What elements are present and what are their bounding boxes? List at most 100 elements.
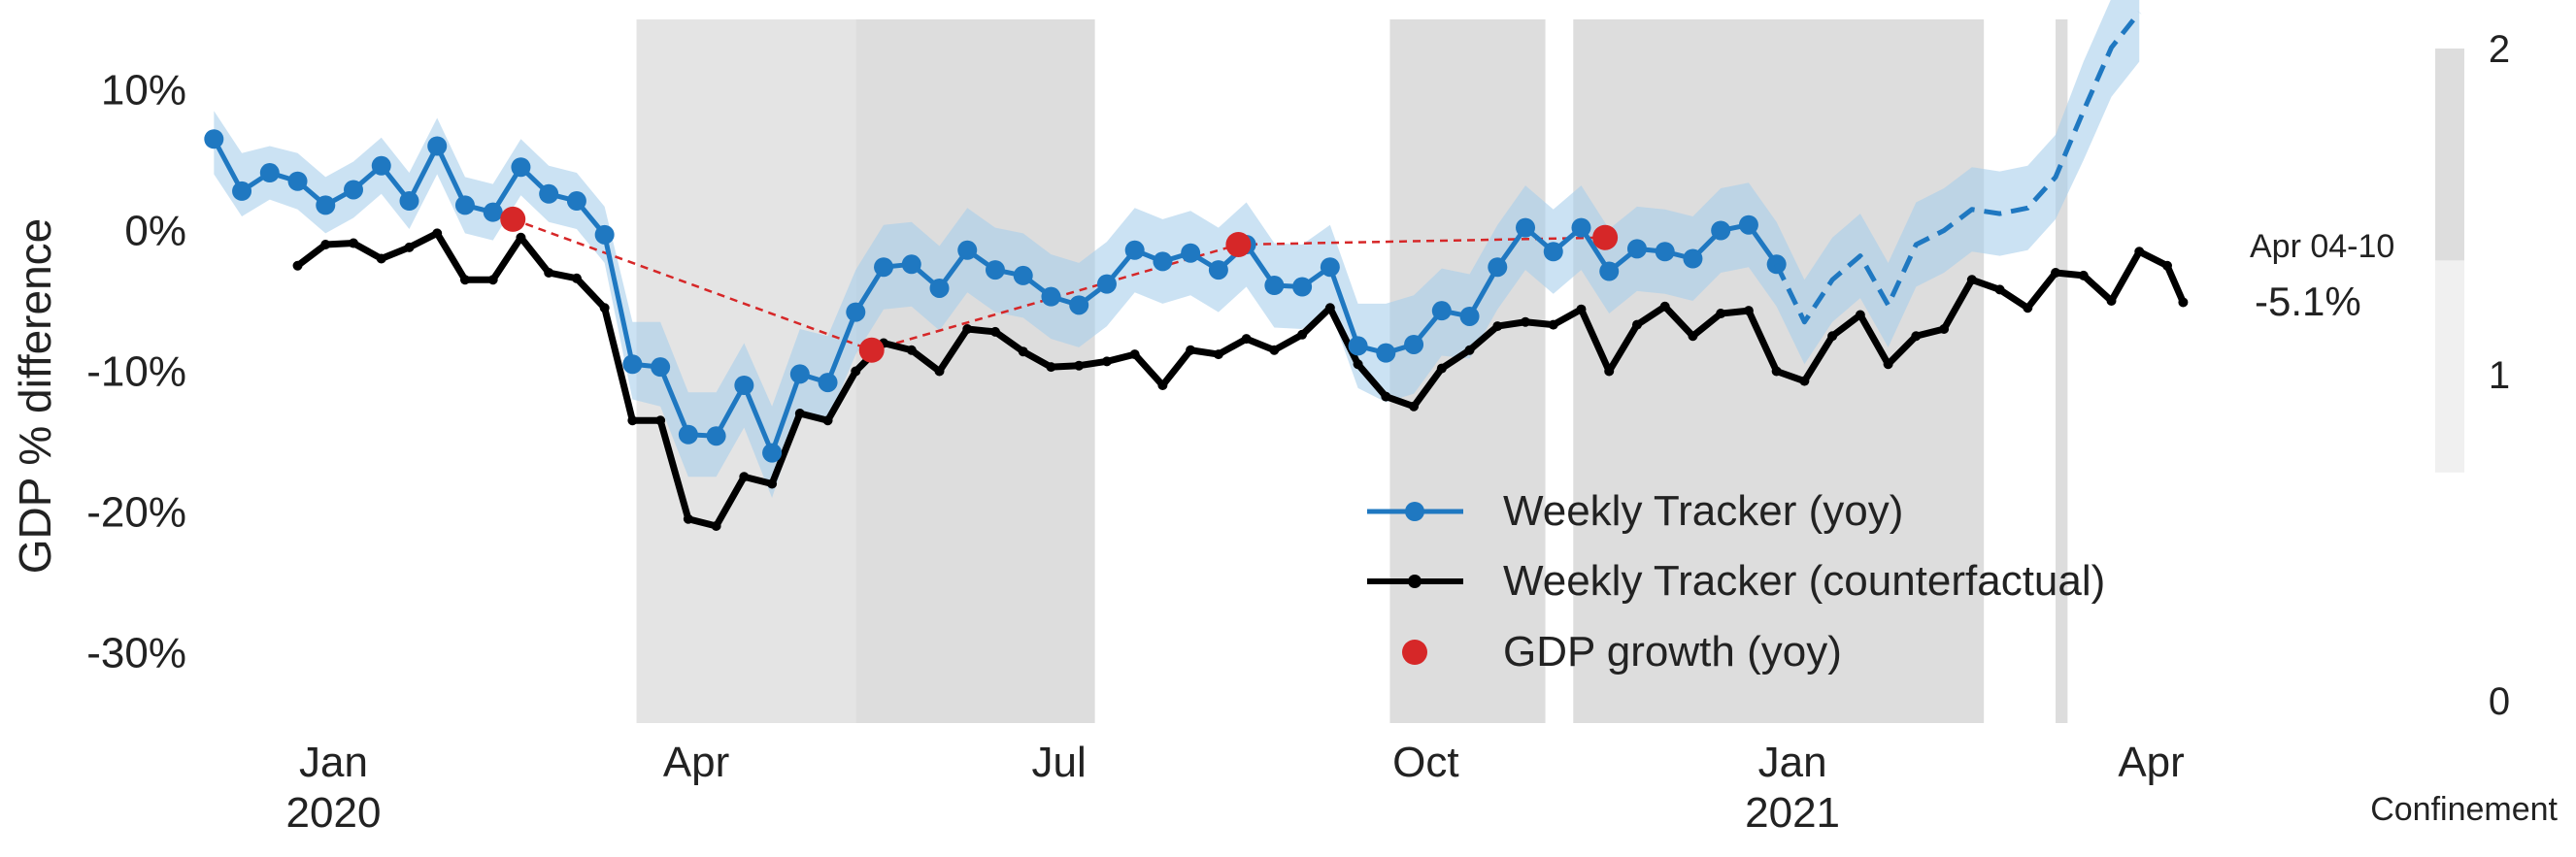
- tracker-point-47: [1516, 217, 1536, 238]
- tracker-point-44: [1431, 301, 1452, 321]
- tracker-point-28: [985, 260, 1005, 280]
- x-tick-label-1: Apr: [663, 739, 729, 786]
- counterfactual-point-17: [767, 478, 778, 489]
- counterfactual-point-14: [683, 513, 693, 524]
- tracker-point-31: [1069, 295, 1089, 315]
- counterfactual-point-67: [2161, 260, 2172, 271]
- counterfactual-series: [292, 228, 2189, 531]
- tracker-point-53: [1683, 248, 1703, 269]
- annotation-period: Apr 04-10: [2250, 228, 2394, 265]
- y-axis: 10% 0% -10% -20% -30%: [86, 67, 186, 677]
- tracker-point-35: [1181, 243, 1201, 263]
- legend-tracker-label: Weekly Tracker (yoy): [1503, 487, 1903, 535]
- confinement-segment-0: [2435, 49, 2464, 261]
- counterfactual-point-18: [794, 409, 805, 418]
- y-axis-label: GDP % difference: [10, 218, 60, 575]
- tracker-point-19: [734, 376, 754, 395]
- tracker-point-41: [1348, 336, 1368, 356]
- legend-gdp-marker: [1402, 640, 1427, 665]
- counterfactual-point-27: [1046, 362, 1056, 373]
- counterfactual-point-35: [1269, 345, 1280, 355]
- tracker-point-49: [1571, 217, 1591, 238]
- shaded-period-1: [855, 19, 1095, 723]
- tracker-point-9: [454, 195, 475, 215]
- tracker-confidence-band: [214, 0, 2140, 498]
- counterfactual-point-10: [571, 273, 582, 283]
- counterfactual-point-66: [2134, 247, 2145, 257]
- tracker-point-45: [1459, 306, 1480, 326]
- x-tick-label-5: Apr: [2118, 739, 2184, 786]
- counterfactual-point-39: [1381, 391, 1391, 402]
- x-tick-label-4: Jan: [1758, 739, 1827, 786]
- gdp-point-1: [858, 337, 885, 363]
- tracker-point-24: [874, 257, 894, 278]
- tracker-point-43: [1404, 334, 1424, 354]
- tracker-point-18: [706, 426, 726, 446]
- counterfactual-point-34: [1241, 334, 1252, 345]
- counterfactual-point-41: [1436, 363, 1447, 374]
- tracker-point-50: [1599, 261, 1620, 281]
- x-tick-label-2: Jul: [1032, 739, 1087, 786]
- counterfactual-point-45: [1548, 319, 1558, 330]
- x-tick-label-0: Jan: [299, 739, 368, 786]
- counterfactual-point-53: [1771, 366, 1782, 377]
- tracker-point-51: [1626, 239, 1647, 259]
- tracker-point-3: [287, 171, 308, 191]
- counterfactual-point-2: [349, 238, 359, 248]
- counterfactual-point-46: [1576, 304, 1587, 314]
- counterfactual-point-59: [1939, 324, 1950, 334]
- tracker-point-15: [622, 354, 643, 375]
- tracker-point-54: [1711, 220, 1731, 241]
- tracker-point-46: [1488, 257, 1508, 278]
- tracker-point-36: [1208, 260, 1228, 280]
- y-tick-label-1: 0%: [124, 208, 186, 255]
- tracker-point-32: [1096, 274, 1117, 294]
- counterfactual-point-9: [544, 268, 554, 278]
- counterfactual-point-25: [989, 326, 1000, 337]
- tracker-point-2: [259, 163, 280, 183]
- counterfactual-point-28: [1074, 360, 1085, 371]
- confinement-segment-1: [2435, 260, 2464, 473]
- legend-gdp-label: GDP growth (yoy): [1503, 628, 1842, 676]
- confinement-scale: Confinement 2 1 0: [2370, 28, 2558, 828]
- counterfactual-point-36: [1297, 329, 1308, 340]
- tracker-series: [204, 11, 2142, 463]
- counterfactual-point-13: [655, 415, 666, 426]
- counterfactual-point-51: [1716, 309, 1726, 319]
- legend-counterfactual-label: Weekly Tracker (counterfactual): [1503, 557, 2105, 605]
- tracker-point-30: [1041, 286, 1061, 307]
- counterfactual-point-30: [1129, 349, 1140, 360]
- tracker-point-40: [1320, 257, 1340, 278]
- tracker-point-48: [1543, 242, 1563, 262]
- counterfactual-point-60: [1966, 275, 1977, 285]
- counterfactual-point-31: [1157, 380, 1168, 390]
- tracker-point-0: [204, 129, 224, 149]
- confinement-tick-2: 0: [2489, 680, 2510, 723]
- tracker-point-4: [316, 195, 336, 215]
- counterfactual-point-42: [1464, 345, 1475, 355]
- counterfactual-point-54: [1799, 376, 1810, 386]
- counterfactual-point-12: [627, 415, 638, 426]
- tracker-point-11: [511, 157, 531, 178]
- legend-tracker-marker: [1405, 502, 1424, 521]
- tracker-point-7: [399, 191, 419, 212]
- counterfactual-point-11: [599, 303, 610, 313]
- y-tick-label-3: -20%: [86, 489, 186, 537]
- y-tick-label-0: 10%: [101, 67, 186, 115]
- counterfactual-point-55: [1827, 331, 1838, 342]
- tracker-point-29: [1013, 265, 1033, 285]
- counterfactual-point-61: [1994, 284, 2005, 295]
- counterfactual-point-52: [1743, 306, 1754, 316]
- counterfactual-point-38: [1353, 359, 1363, 370]
- counterfactual-point-47: [1604, 366, 1615, 377]
- tracker-point-13: [566, 191, 586, 212]
- counterfactual-point-22: [906, 345, 917, 355]
- tracker-point-20: [762, 443, 783, 463]
- confidence-band: [214, 0, 2140, 498]
- counterfactual-point-49: [1659, 301, 1670, 312]
- counterfactual-point-24: [962, 324, 973, 334]
- counterfactual-point-48: [1631, 319, 1642, 330]
- counterfactual-point-1: [320, 240, 331, 249]
